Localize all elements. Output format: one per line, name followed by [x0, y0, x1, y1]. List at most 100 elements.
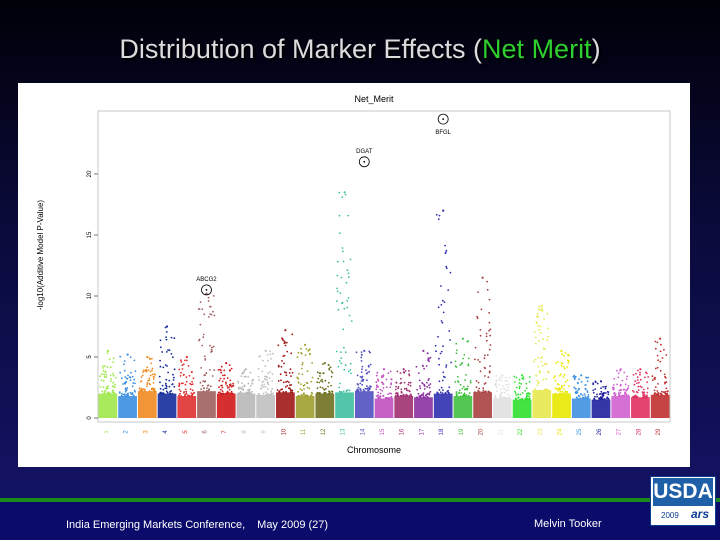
marker-point	[291, 371, 294, 374]
marker-point	[283, 340, 286, 343]
chromosome-band-11	[295, 396, 315, 418]
marker-point	[558, 392, 561, 395]
marker-point	[574, 387, 577, 390]
marker-point	[200, 367, 203, 369]
marker-point	[226, 377, 229, 379]
marker-point	[487, 376, 490, 379]
marker-point	[190, 392, 193, 394]
marker-point	[525, 387, 528, 390]
marker-point	[282, 381, 285, 384]
marker-point	[500, 379, 503, 382]
marker-point	[574, 376, 576, 379]
marker-point	[455, 352, 458, 355]
marker-point	[130, 393, 133, 395]
marker-point	[561, 362, 564, 365]
marker-point	[567, 360, 570, 362]
marker-point	[643, 391, 646, 394]
marker-point	[534, 388, 537, 390]
marker-point	[537, 316, 540, 319]
marker-point	[415, 365, 418, 368]
marker-point	[501, 397, 503, 400]
y-tick-label: 5	[87, 355, 93, 359]
marker-point	[489, 328, 492, 331]
marker-point	[241, 386, 244, 388]
marker-point	[184, 359, 186, 362]
marker-point	[563, 384, 566, 387]
marker-point	[421, 382, 424, 385]
marker-point	[446, 391, 449, 393]
y-tick-label: 10	[87, 292, 93, 299]
marker-point	[614, 393, 617, 395]
chromosome-band-21	[492, 398, 512, 418]
marker-point	[403, 381, 406, 384]
marker-point	[485, 339, 488, 342]
marker-point	[521, 392, 524, 394]
marker-point	[445, 366, 447, 368]
marker-point	[390, 397, 393, 399]
marker-point	[132, 394, 135, 397]
marker-point	[123, 369, 126, 372]
marker-point	[528, 395, 531, 398]
marker-point	[121, 392, 123, 395]
marker-point	[581, 394, 584, 397]
marker-point	[426, 393, 429, 395]
marker-point	[261, 381, 264, 383]
marker-point	[475, 386, 478, 388]
marker-point	[647, 376, 650, 378]
marker-point	[337, 365, 340, 368]
marker-point	[124, 390, 127, 393]
marker-point	[483, 375, 486, 377]
marker-point	[375, 381, 378, 384]
marker-point	[488, 371, 491, 374]
marker-point	[192, 392, 195, 395]
marker-point	[625, 394, 628, 397]
ars-logo-text: ars	[691, 507, 710, 521]
marker-point	[325, 387, 327, 390]
marker-point	[346, 306, 349, 309]
marker-point	[436, 392, 439, 395]
marker-point	[586, 380, 589, 383]
marker-point	[126, 387, 129, 389]
marker-point	[429, 356, 432, 359]
marker-point	[546, 370, 549, 373]
marker-point	[105, 387, 108, 390]
marker-point	[209, 313, 212, 315]
marker-point	[139, 389, 141, 392]
marker-point	[636, 376, 639, 378]
marker-point	[427, 357, 430, 360]
marker-point	[602, 386, 604, 388]
marker-point	[180, 395, 182, 397]
usda-logo-text: USDA	[653, 478, 713, 506]
marker-point	[327, 381, 330, 384]
marker-point	[540, 331, 542, 334]
marker-point	[191, 389, 194, 392]
marker-point	[114, 377, 117, 379]
marker-point	[561, 353, 563, 356]
marker-point	[112, 381, 115, 384]
marker-point	[164, 364, 167, 366]
marker-point	[298, 394, 300, 397]
marker-point	[503, 391, 506, 394]
marker-point	[271, 373, 274, 375]
marker-point	[616, 383, 618, 386]
marker-point	[201, 308, 204, 311]
marker-point	[421, 393, 423, 396]
marker-point	[592, 391, 595, 394]
marker-point	[287, 381, 290, 384]
marker-point	[557, 383, 560, 386]
marker-point	[127, 374, 129, 377]
marker-point	[659, 360, 662, 363]
marker-point	[142, 371, 144, 374]
chromosome-peak-point	[619, 368, 622, 371]
marker-point	[124, 376, 127, 378]
chromosome-peak-point	[225, 362, 228, 365]
marker-point	[654, 340, 657, 343]
marker-point	[521, 397, 523, 400]
marker-point	[180, 371, 182, 374]
marker-point	[457, 381, 460, 383]
marker-point	[469, 381, 472, 384]
marker-point	[560, 392, 563, 395]
marker-point	[554, 375, 556, 377]
x-tick-label: 1	[104, 430, 110, 434]
marker-point	[310, 391, 313, 394]
